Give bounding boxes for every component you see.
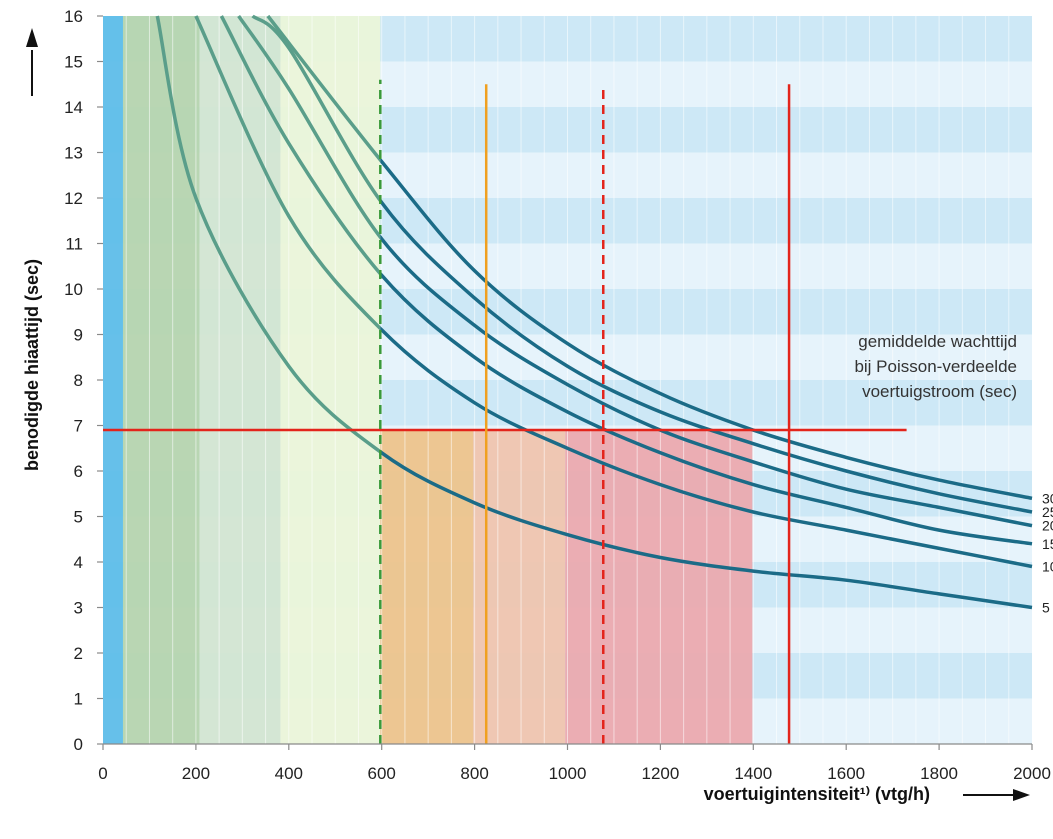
curve-label-10: 10 <box>1042 559 1053 575</box>
y-tick-label: 15 <box>64 53 83 72</box>
x-axis-title: voertuigintensiteit¹⁾ (vtg/h) <box>704 784 930 804</box>
curve-labels: 5 10 15 202530 <box>1042 490 1053 615</box>
curve-20-faded <box>237 15 381 240</box>
annotation-line-3: voertuigstroom (sec) <box>862 382 1017 401</box>
y-tick-label: 9 <box>74 326 83 345</box>
x-tick-label: 0 <box>98 764 107 783</box>
curve-10 <box>380 326 1033 569</box>
curve-25-faded <box>251 14 381 204</box>
x-tick-label: 1800 <box>920 764 958 783</box>
curve-label-20: 20 <box>1042 518 1053 534</box>
y-tick-label: 13 <box>64 144 83 163</box>
x-tick-label: 1400 <box>734 764 772 783</box>
x-tick-label: 2000 <box>1013 764 1051 783</box>
curve-15-faded <box>219 15 381 277</box>
y-tick-label: 12 <box>64 189 83 208</box>
y-tick-label: 4 <box>74 553 83 572</box>
annotation-line-2: bij Poisson-verdeelde <box>854 357 1017 376</box>
shaded-band <box>103 16 123 744</box>
curve-label-25: 25 <box>1042 504 1053 520</box>
curve-5 <box>380 449 1033 610</box>
x-axis-arrow <box>963 789 1030 801</box>
x-tick-label: 800 <box>460 764 488 783</box>
y-axis-title: benodigde hiaattijd (sec) <box>22 259 42 471</box>
x-tick-label: 1200 <box>641 764 679 783</box>
grid-lines <box>125 16 1010 744</box>
curve-10-faded <box>194 15 381 331</box>
shaded-band <box>122 16 200 744</box>
y-tick-label: 14 <box>64 98 83 117</box>
y-tick-label: 6 <box>74 462 83 481</box>
annotation-line-1: gemiddelde wachttijd <box>858 332 1017 351</box>
y-tick-label: 1 <box>74 690 83 709</box>
annotation: gemiddelde wachttijd bij Poisson-verdeel… <box>854 332 1017 401</box>
y-tick-label: 10 <box>64 280 83 299</box>
x-tick-label: 1000 <box>549 764 587 783</box>
shaded-band <box>280 16 381 744</box>
curve-label-15: 15 <box>1042 536 1053 552</box>
shaded-band <box>473 430 566 744</box>
reference-lines <box>103 79 907 744</box>
y-tick-label: 0 <box>74 735 83 754</box>
y-tick-label: 5 <box>74 508 83 527</box>
y-tick-label: 7 <box>74 417 83 436</box>
y-tick-label: 11 <box>65 235 83 254</box>
curve-label-5: 5 <box>1042 600 1050 616</box>
axes: 0 200 400 600 800 1000 1200 1400 1600 1800 2000012… <box>64 7 1051 783</box>
x-tick-label: 1600 <box>827 764 865 783</box>
y-tick-label: 8 <box>74 371 83 390</box>
shaded-band <box>380 430 474 744</box>
y-tick-label: 2 <box>74 644 83 663</box>
curve-30 <box>380 157 1033 501</box>
y-axis-arrow <box>26 28 38 96</box>
curve-25 <box>380 197 1033 514</box>
shaded-band <box>199 16 281 744</box>
y-tick-label: 16 <box>64 7 83 26</box>
shaded-bands <box>103 16 753 744</box>
curve-20 <box>380 234 1033 528</box>
curve-15 <box>380 270 1033 546</box>
x-tick-label: 600 <box>368 764 396 783</box>
curve-label-30: 30 <box>1042 490 1053 506</box>
y-tick-label: 3 <box>74 599 83 618</box>
x-tick-label: 200 <box>182 764 210 783</box>
waiting-time-curves <box>155 14 1033 610</box>
x-tick-label: 400 <box>275 764 303 783</box>
curve-5-faded <box>155 15 381 454</box>
